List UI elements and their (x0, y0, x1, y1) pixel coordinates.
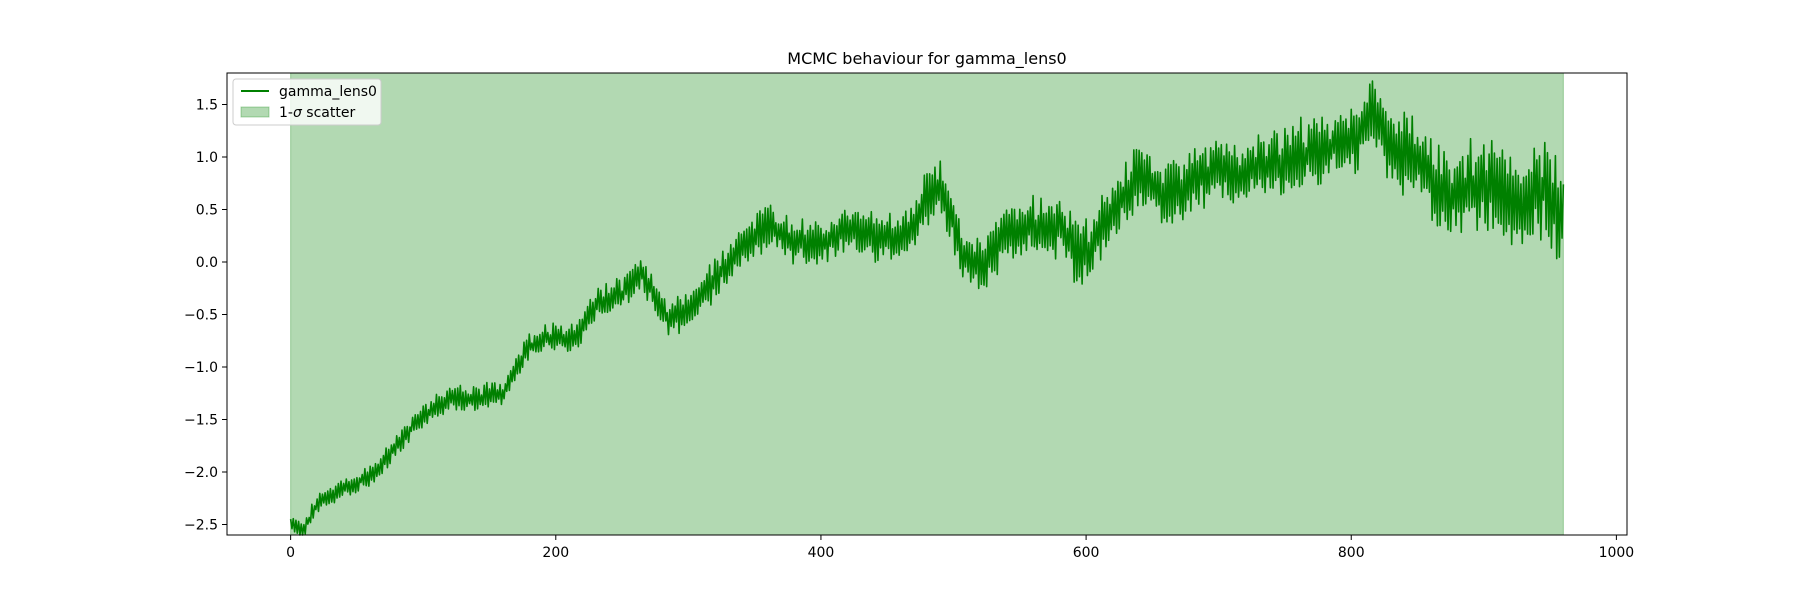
x-tick-label: 1000 (1599, 545, 1635, 561)
y-tick-label: −1.0 (184, 360, 218, 376)
x-tick-label: 200 (542, 545, 569, 561)
y-tick-label: 0.0 (196, 255, 218, 271)
scatter-band (290, 72, 1564, 536)
x-tick-label: 600 (1073, 545, 1100, 561)
legend-label-scatter-sigma: σ (293, 105, 303, 121)
y-axis: −2.5 −2.0 −1.5 −1.0 −0.5 0.0 0.5 1.0 1.5 (184, 98, 227, 534)
y-tick-label: 0.5 (196, 203, 218, 219)
legend-label-scatter-prefix: 1- (279, 105, 293, 121)
plot-frame (226, 72, 1628, 536)
y-tick-label: 1.5 (196, 98, 218, 114)
legend-box (232, 78, 382, 126)
y-tick-label: −1.5 (184, 413, 218, 429)
scatter-band-layer (290, 72, 1564, 536)
x-axis: 0 200 400 600 800 1000 (286, 535, 1634, 561)
legend-label-scatter: 1-σ scatter (279, 105, 355, 121)
legend-label-scatter-suffix: scatter (302, 105, 356, 121)
series-line-layer (289, 80, 1565, 536)
y-tick-label: 1.0 (196, 150, 218, 166)
legend-patch-swatch (240, 106, 270, 118)
x-tick-label: 800 (1338, 545, 1365, 561)
y-tick-label: −2.5 (184, 518, 218, 534)
chart-title: MCMC behaviour for gamma_lens0 (787, 49, 1066, 69)
y-tick-label: −2.0 (184, 465, 218, 481)
legend-label-gamma-lens0: gamma_lens0 (279, 84, 377, 100)
legend: gamma_lens0 1-σ scatter (232, 78, 382, 126)
x-tick-label: 400 (808, 545, 835, 561)
x-tick-label: 0 (286, 545, 295, 561)
series-line-gamma-lens0 (289, 80, 1565, 536)
y-tick-label: −0.5 (184, 308, 218, 324)
